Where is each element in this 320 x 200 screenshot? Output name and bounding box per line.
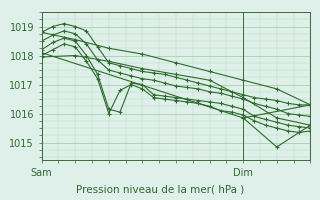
Text: Pression niveau de la mer( hPa ): Pression niveau de la mer( hPa ) — [76, 184, 244, 194]
